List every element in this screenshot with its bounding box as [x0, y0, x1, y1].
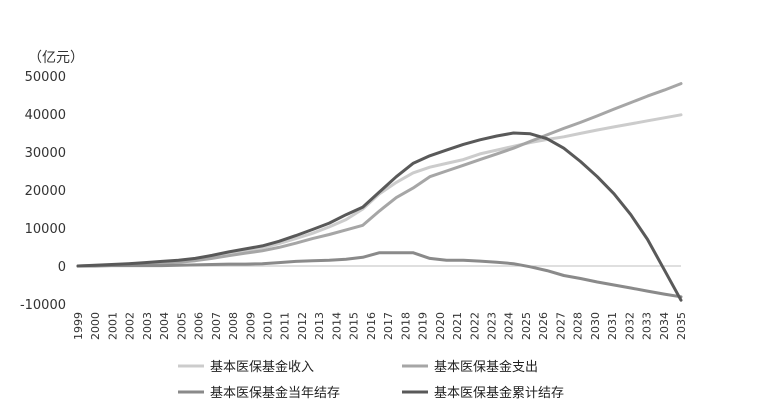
x-tick-label: 2008 — [227, 312, 240, 340]
legend-label: 基本医保基金当年结存 — [210, 385, 340, 401]
legend-label: 基本医保基金支出 — [434, 359, 538, 375]
legend-label: 基本医保基金收入 — [210, 359, 314, 375]
x-tick-label: 2016 — [365, 312, 378, 340]
y-tick-label: 40000 — [25, 108, 66, 123]
x-axis-ticks: 1999 2000 2001 2002 2003 2004 2005 2006 2007 2008… — [72, 312, 688, 340]
x-tick-label: 2025 — [520, 312, 533, 340]
legend-label: 基本医保基金累计结存 — [434, 385, 564, 401]
x-tick-label: 2010 — [262, 312, 275, 340]
x-tick-label: 2032 — [623, 312, 636, 340]
x-tick-label: 2017 — [382, 312, 395, 340]
x-tick-label: 2013 — [313, 312, 326, 340]
series-line-4 — [76, 131, 683, 302]
series-lines — [76, 82, 683, 302]
x-tick-label: 2007 — [210, 312, 223, 340]
x-tick-label: 2033 — [641, 312, 654, 340]
y-tick-label: 50000 — [25, 70, 66, 85]
x-tick-label: 2034 — [658, 312, 671, 340]
x-tick-label: 2026 — [537, 312, 550, 340]
y-tick-label: -10000 — [20, 298, 66, 313]
x-tick-label: 2019 — [417, 312, 430, 340]
x-tick-label: 2004 — [158, 312, 171, 340]
x-tick-label: 2024 — [503, 312, 516, 340]
x-tick-label: 2012 — [296, 312, 309, 340]
y-tick-label: 0 — [58, 260, 66, 275]
y-axis-ticks: -10000 0 10000 20000 30000 40000 50000 — [20, 70, 66, 313]
x-tick-label: 2020 — [434, 312, 447, 340]
x-tick-label: 2000 — [89, 312, 102, 340]
x-tick-label: 2005 — [175, 312, 188, 340]
x-tick-label: 2001 — [106, 312, 119, 340]
y-tick-label: 20000 — [25, 184, 66, 199]
x-tick-label: 2003 — [141, 312, 154, 340]
x-tick-label: 2009 — [244, 312, 257, 340]
x-tick-label: 1999 — [72, 312, 85, 340]
x-tick-label: 2027 — [554, 312, 567, 340]
x-tick-label: 2031 — [606, 312, 619, 340]
series-line-2 — [76, 82, 683, 268]
x-tick-label: 2011 — [279, 312, 292, 340]
x-tick-label: 2002 — [124, 312, 137, 340]
x-tick-label: 2014 — [330, 312, 343, 340]
y-axis-unit-label: （亿元） — [28, 50, 84, 66]
x-tick-label: 2015 — [348, 312, 361, 340]
x-tick-label: 2030 — [589, 312, 602, 340]
y-tick-label: 30000 — [25, 146, 66, 161]
y-tick-label: 10000 — [25, 222, 66, 237]
x-tick-label: 2021 — [451, 312, 464, 340]
series-line-3 — [76, 251, 683, 299]
x-tick-label: 2018 — [399, 312, 412, 340]
x-tick-label: 2028 — [572, 312, 585, 340]
x-tick-label: 2035 — [675, 312, 688, 340]
x-tick-label: 2022 — [468, 312, 481, 340]
x-tick-label: 2006 — [193, 312, 206, 340]
x-tick-label: 2023 — [485, 312, 498, 340]
